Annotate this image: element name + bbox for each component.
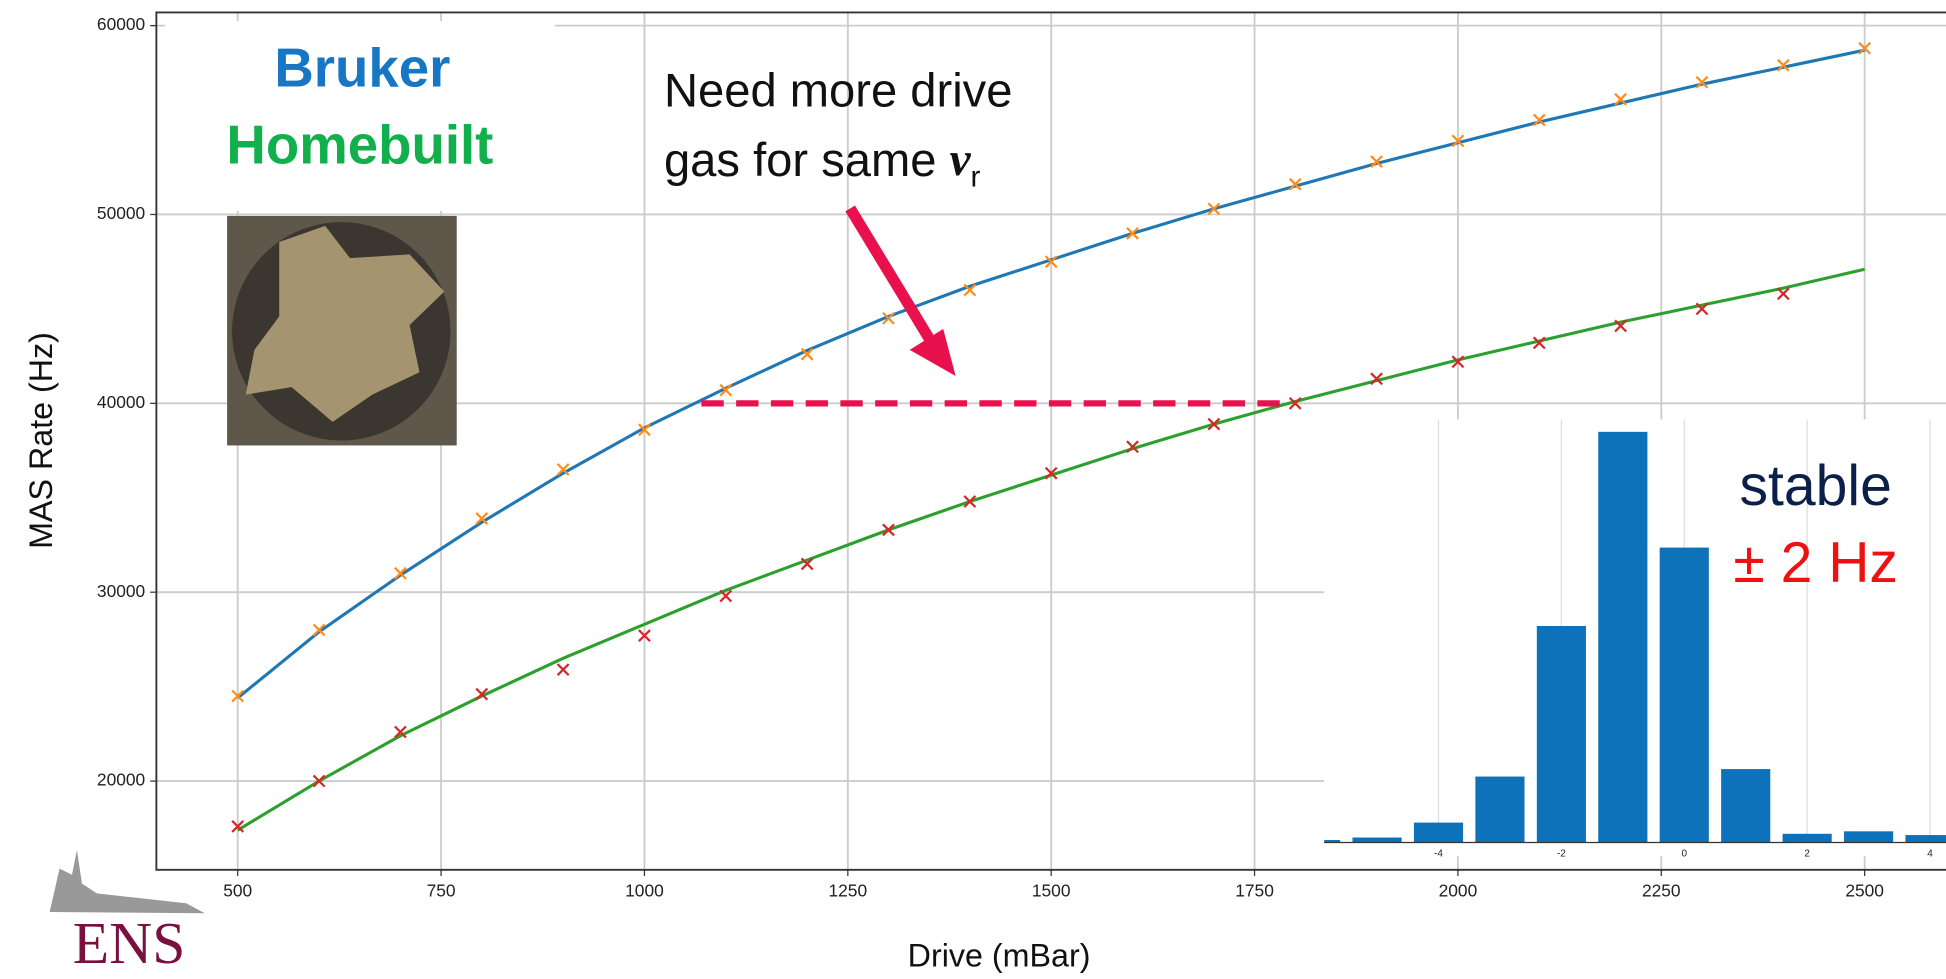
marker — [882, 523, 895, 537]
marker — [1288, 396, 1302, 410]
inset-subtitle: ± 2 Hz — [1733, 531, 1898, 595]
marker — [231, 819, 245, 833]
x-axis-label: Drive (mBar) — [908, 937, 1091, 973]
marker — [1776, 58, 1790, 72]
x-tick-label: -4 — [1434, 848, 1443, 859]
fit-line — [236, 48, 1865, 700]
annotation-line: Need more drive — [664, 64, 1013, 117]
marker — [1695, 75, 1709, 89]
marker — [1532, 113, 1546, 127]
legend-box — [165, 21, 555, 211]
bar — [1598, 431, 1648, 843]
annotation-subscript: r — [971, 161, 981, 194]
bar — [1536, 625, 1586, 843]
marker — [312, 774, 326, 788]
marker — [231, 689, 245, 703]
bar — [1721, 769, 1771, 843]
marker — [1532, 336, 1546, 350]
bar — [1413, 822, 1464, 843]
rotor-photo — [227, 215, 457, 446]
annotation: Need more drive gas for same νr — [664, 64, 1026, 194]
inset-title: stable — [1740, 454, 1892, 518]
bar — [1352, 837, 1402, 843]
x-tick-label: 1500 — [1032, 881, 1071, 901]
x-tick-label: 2250 — [1642, 881, 1681, 901]
marker — [1451, 355, 1465, 369]
marker — [1776, 287, 1790, 301]
bar — [1659, 547, 1709, 843]
marker — [1370, 155, 1383, 168]
x-tick-label: 500 — [223, 881, 252, 901]
logo: ENS — [73, 910, 186, 976]
marker — [1207, 417, 1221, 431]
y-tick-label: 50000 — [97, 203, 145, 223]
y-axis-label: MAS Rate (Hz) — [23, 332, 59, 549]
bar — [1905, 835, 1946, 843]
marker — [638, 629, 651, 643]
marker — [719, 589, 733, 603]
marker — [475, 512, 489, 525]
inset-chart: -4 -2 0 2 4 stable ± 2 Hz — [1324, 419, 1946, 859]
marker — [475, 687, 489, 701]
marker — [800, 557, 814, 571]
bar — [1782, 833, 1832, 843]
marker — [1370, 372, 1383, 386]
annotation-line: gas for same — [664, 133, 950, 186]
y-tick-label: 30000 — [97, 581, 145, 601]
marker — [1044, 466, 1058, 480]
x-tick-label: -2 — [1557, 848, 1566, 859]
bar — [1844, 831, 1894, 843]
y-tick-label: 60000 — [97, 14, 145, 34]
marker — [638, 423, 651, 437]
arrow — [845, 205, 956, 376]
marker — [394, 725, 407, 739]
marker — [882, 311, 895, 325]
x-tick-label: 0 — [1682, 848, 1688, 859]
marker — [1614, 92, 1627, 106]
marker — [1695, 302, 1709, 316]
marker — [394, 566, 407, 580]
fit-line — [236, 267, 1865, 832]
marker — [312, 623, 326, 637]
logo-icon — [49, 849, 205, 914]
y-tick-label: 40000 — [97, 392, 145, 412]
marker — [1614, 319, 1627, 333]
marker — [556, 463, 570, 476]
x-tick-label: 2000 — [1439, 881, 1478, 901]
marker — [556, 663, 570, 676]
marker — [719, 383, 733, 397]
legend-entry: Bruker — [274, 37, 450, 98]
bar — [1475, 776, 1525, 843]
marker — [800, 347, 814, 361]
x-tick-label: 1000 — [625, 881, 664, 901]
inset-plot — [1324, 419, 1946, 843]
annotation-symbol: ν — [950, 134, 972, 186]
marker — [1288, 177, 1302, 191]
x-tick-label: 4 — [1927, 848, 1933, 859]
legend-entry: Homebuilt — [226, 114, 493, 175]
axes-frame — [155, 11, 1946, 871]
bar — [1324, 840, 1341, 843]
marker — [1207, 202, 1221, 216]
marker — [1044, 255, 1058, 269]
marker — [1451, 134, 1465, 148]
marker — [1126, 440, 1139, 454]
x-tick-label: 1750 — [1235, 881, 1274, 901]
y-tick-label: 20000 — [97, 770, 145, 790]
x-tick-label: 1250 — [829, 881, 868, 901]
x-tick-label: 750 — [427, 881, 456, 901]
marker — [963, 495, 977, 508]
x-tick-label: 2500 — [1845, 881, 1884, 901]
x-tick-label: 2 — [1804, 848, 1810, 859]
marker — [1126, 226, 1139, 240]
marker — [1858, 41, 1872, 55]
marker — [963, 283, 977, 297]
